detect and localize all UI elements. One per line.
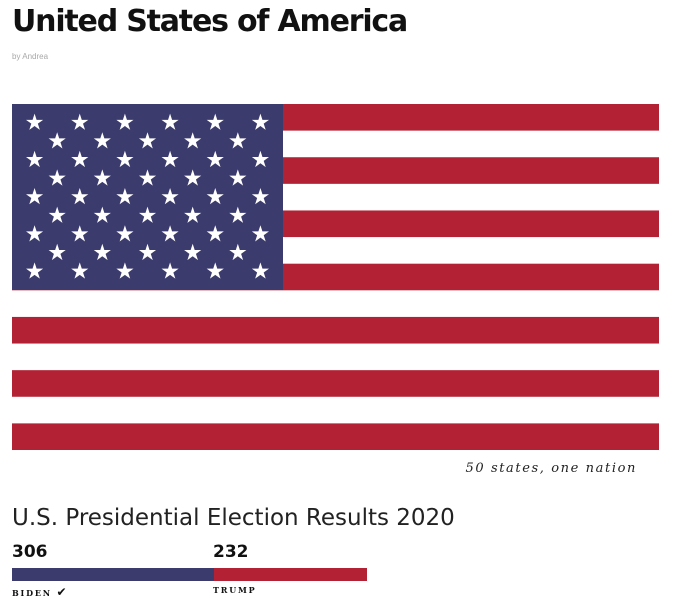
star-icon bbox=[206, 262, 224, 279]
winner-check-icon: ✔ bbox=[56, 585, 67, 599]
star-icon bbox=[206, 188, 224, 205]
star-icon bbox=[184, 132, 202, 149]
star-icon bbox=[251, 225, 269, 242]
star-icon bbox=[251, 150, 269, 168]
star-icon bbox=[161, 262, 179, 279]
star-icon bbox=[93, 169, 111, 186]
flag-caption: 50 states, one nation bbox=[465, 461, 637, 476]
star-icon bbox=[71, 113, 89, 130]
star-icon bbox=[26, 188, 44, 205]
star-icon bbox=[138, 243, 157, 261]
flag-stripe bbox=[12, 370, 659, 398]
star-icon bbox=[26, 262, 44, 279]
star-icon bbox=[116, 150, 134, 168]
biden-electoral-votes: 306 bbox=[12, 542, 48, 562]
star-icon bbox=[48, 243, 66, 261]
star-icon bbox=[229, 169, 247, 186]
flag-graphic bbox=[12, 104, 659, 450]
star-icon bbox=[184, 206, 202, 223]
trump-electoral-votes: 232 bbox=[213, 542, 249, 562]
star-icon bbox=[161, 150, 179, 168]
star-icon bbox=[251, 262, 269, 279]
star-icon bbox=[251, 188, 269, 205]
star-icon bbox=[184, 243, 202, 261]
us-flag bbox=[12, 104, 659, 450]
results-title: U.S. Presidential Election Results 2020 bbox=[12, 505, 455, 531]
page-title: United States of America bbox=[12, 4, 408, 39]
flag-stripe bbox=[12, 316, 659, 345]
biden-name: Biden bbox=[12, 588, 52, 598]
star-icon bbox=[184, 169, 202, 186]
electoral-vote-bar bbox=[12, 568, 367, 581]
flag-stripe bbox=[12, 343, 659, 371]
star-icon bbox=[161, 113, 179, 130]
star-icon bbox=[229, 132, 247, 149]
star-icon bbox=[206, 113, 224, 130]
star-icon bbox=[116, 262, 134, 279]
flag-stripe bbox=[12, 290, 659, 318]
star-icon bbox=[48, 132, 66, 149]
star-icon bbox=[71, 225, 89, 242]
star-icon bbox=[71, 150, 89, 168]
flag-canton bbox=[12, 104, 283, 290]
star-icon bbox=[93, 206, 111, 223]
star-icon bbox=[229, 206, 247, 223]
star-icon bbox=[48, 169, 66, 186]
star-icon bbox=[138, 132, 157, 149]
star-icon bbox=[93, 132, 111, 149]
star-icon bbox=[26, 113, 44, 130]
byline: by Andrea bbox=[12, 52, 49, 61]
star-icon bbox=[138, 169, 157, 186]
trump-label: Trump bbox=[213, 585, 256, 595]
trump-bar-segment bbox=[213, 568, 367, 581]
biden-label: Biden ✔ bbox=[12, 585, 67, 599]
star-icon bbox=[48, 206, 66, 223]
biden-bar-segment bbox=[12, 568, 214, 581]
flag-stripe bbox=[12, 423, 659, 450]
star-icon bbox=[251, 113, 269, 130]
star-icon bbox=[229, 243, 247, 261]
star-icon bbox=[71, 188, 89, 205]
trump-name: Trump bbox=[213, 585, 257, 595]
star-icon bbox=[138, 206, 157, 223]
star-icon bbox=[161, 225, 179, 242]
star-icon bbox=[116, 113, 134, 130]
star-icon bbox=[71, 262, 89, 279]
flag-stripe bbox=[12, 396, 659, 424]
star-icon bbox=[26, 225, 44, 242]
star-icon bbox=[26, 150, 44, 168]
star-icon bbox=[161, 188, 179, 205]
star-icon bbox=[116, 225, 134, 242]
star-icon bbox=[116, 188, 134, 205]
star-icon bbox=[206, 150, 224, 168]
star-icon bbox=[93, 243, 111, 261]
star-icon bbox=[206, 225, 224, 242]
